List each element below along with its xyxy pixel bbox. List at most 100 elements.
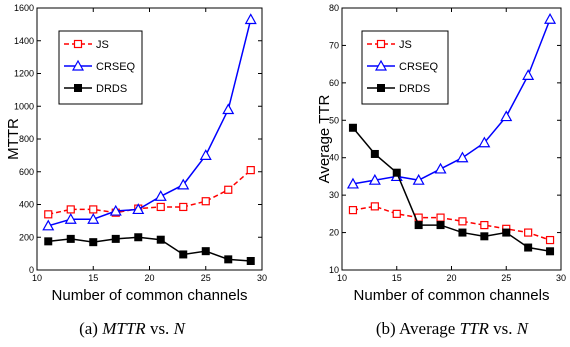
data-point-crseq bbox=[109, 204, 122, 216]
x-tick-label: 25 bbox=[201, 273, 211, 283]
caption-text: (a) bbox=[79, 319, 102, 338]
series-line-crseq bbox=[48, 19, 252, 227]
y-tick-label: 70 bbox=[329, 40, 339, 50]
caption-variable: MTTR bbox=[101, 319, 146, 338]
series-drds bbox=[348, 123, 555, 256]
data-point-js bbox=[179, 202, 188, 212]
data-point-js bbox=[480, 220, 489, 230]
x-tick-label: 10 bbox=[337, 273, 347, 283]
y-tick-label: 50 bbox=[329, 115, 339, 125]
y-tick-label: 10 bbox=[329, 265, 339, 275]
data-point-crseq bbox=[456, 151, 469, 163]
caption: (a) MTTR vs. N bbox=[79, 319, 186, 338]
data-point-drds bbox=[414, 221, 423, 230]
legend-label-crseq: CRSEQ bbox=[399, 61, 439, 73]
data-point-js bbox=[201, 197, 210, 206]
y-tick-label: 200 bbox=[19, 232, 34, 242]
x-tick-label: 15 bbox=[392, 273, 402, 283]
data-point-js bbox=[436, 213, 445, 222]
series-line-js bbox=[352, 205, 551, 241]
legend-marker-drds bbox=[377, 84, 385, 92]
data-point-drds bbox=[480, 232, 489, 241]
x-axis-label: Number of common channels bbox=[354, 287, 550, 304]
y-tick-label: 1000 bbox=[14, 101, 34, 111]
legend-label-drds: DRDS bbox=[399, 83, 430, 95]
data-point-drds bbox=[246, 256, 255, 265]
y-tick-label: 400 bbox=[19, 200, 34, 210]
series-crseq bbox=[42, 13, 257, 231]
chart-2: 10 15 20 25 30 10 20 30 40 50 60 70 80 Number of comm… bbox=[316, 3, 566, 338]
data-point-crseq bbox=[199, 149, 212, 160]
data-point-js bbox=[370, 202, 379, 211]
y-tick-label: 60 bbox=[329, 78, 339, 88]
data-point-drds bbox=[179, 250, 188, 259]
legend-label-drds: DRDS bbox=[96, 83, 127, 95]
y-tick-label: 1200 bbox=[14, 69, 34, 79]
caption-text: vs. bbox=[489, 319, 517, 338]
x-tick-label: 30 bbox=[556, 273, 566, 283]
data-point-crseq bbox=[346, 177, 359, 189]
y-tick-label: 1400 bbox=[14, 36, 34, 46]
data-point-drds bbox=[201, 247, 210, 256]
data-point-drds bbox=[546, 247, 555, 256]
y-axis-label: MTTR bbox=[5, 118, 22, 160]
data-point-drds bbox=[156, 235, 165, 244]
chart-1: 10 15 20 25 30 0 200 400 600 800 1000 1200 1400 1600 N… bbox=[5, 3, 267, 338]
caption: (b) Average TTR vs. N bbox=[376, 319, 530, 338]
data-point-js bbox=[156, 202, 165, 212]
y-tick-label: 0 bbox=[29, 265, 34, 275]
data-point-drds bbox=[44, 237, 53, 246]
data-point-crseq bbox=[500, 110, 513, 122]
legend-box bbox=[361, 30, 449, 105]
y-tick-label: 30 bbox=[329, 190, 339, 200]
y-tick-label: 20 bbox=[329, 228, 339, 238]
y-tick-label: 40 bbox=[329, 153, 339, 163]
data-point-crseq bbox=[478, 136, 491, 148]
data-point-crseq bbox=[42, 219, 55, 231]
data-point-js bbox=[89, 205, 98, 214]
series-line-js bbox=[48, 169, 252, 216]
legend-label-js: JS bbox=[96, 39, 109, 51]
data-point-crseq bbox=[132, 203, 145, 215]
series-drds bbox=[44, 233, 255, 265]
y-tick-label: 1600 bbox=[14, 3, 34, 13]
data-point-crseq bbox=[222, 103, 235, 115]
data-point-js bbox=[348, 206, 358, 215]
data-point-drds bbox=[436, 221, 445, 230]
data-point-drds bbox=[370, 149, 379, 158]
legend-label-crseq: CRSEQ bbox=[96, 61, 136, 73]
data-point-js bbox=[246, 166, 255, 175]
legend-marker-drds bbox=[74, 84, 82, 92]
legend-label-js: JS bbox=[399, 39, 412, 51]
data-point-drds bbox=[134, 233, 143, 242]
legend-box bbox=[58, 30, 143, 105]
data-point-drds bbox=[89, 238, 98, 247]
caption-variable: N bbox=[173, 319, 187, 338]
data-point-crseq bbox=[154, 190, 167, 201]
caption-variable: TTR bbox=[460, 319, 490, 338]
y-tick-label: 80 bbox=[329, 3, 339, 13]
data-point-crseq bbox=[412, 173, 425, 185]
data-point-crseq bbox=[244, 13, 257, 25]
caption-variable: N bbox=[516, 319, 530, 338]
x-tick-label: 30 bbox=[257, 273, 267, 283]
y-tick-label: 600 bbox=[19, 167, 34, 177]
caption-text: (b) bbox=[376, 319, 399, 338]
data-point-js bbox=[524, 228, 533, 237]
data-point-js bbox=[224, 185, 233, 194]
data-point-drds bbox=[458, 228, 467, 237]
x-tick-label: 25 bbox=[501, 273, 511, 283]
y-axis-label: Average TTR bbox=[316, 95, 333, 184]
data-point-drds bbox=[66, 234, 75, 243]
x-tick-label: 15 bbox=[88, 273, 98, 283]
data-point-drds bbox=[502, 228, 511, 237]
x-tick-label: 20 bbox=[144, 273, 154, 283]
data-point-drds bbox=[392, 168, 401, 177]
legend-marker-crseq bbox=[374, 59, 388, 71]
x-axis-label: Number of common channels bbox=[52, 287, 248, 304]
data-point-crseq bbox=[64, 213, 77, 224]
y-tick-label: 800 bbox=[19, 134, 34, 144]
data-point-crseq bbox=[177, 178, 190, 190]
legend-marker-js bbox=[376, 39, 386, 49]
data-point-js bbox=[44, 210, 53, 219]
